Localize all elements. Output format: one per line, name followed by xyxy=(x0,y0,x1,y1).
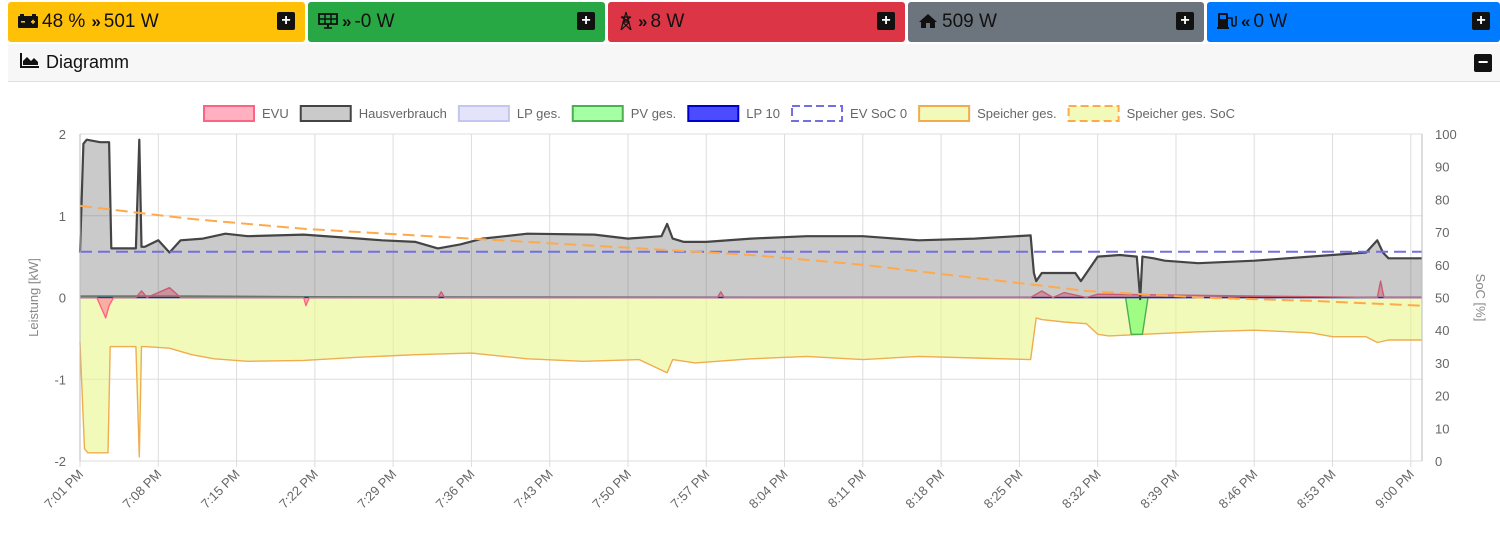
double-chevron-right-icon: » xyxy=(638,12,648,31)
x-tick-label: 7:57 PM xyxy=(668,467,713,512)
grid-expand-icon[interactable]: + xyxy=(877,12,895,30)
legend-swatch xyxy=(791,105,844,122)
x-tick-label: 8:25 PM xyxy=(981,467,1026,512)
y2-tick-label: 50 xyxy=(1435,291,1449,306)
series-line xyxy=(80,280,1422,319)
y2-tick-label: 60 xyxy=(1435,258,1449,273)
house-tile[interactable]: 509 W + xyxy=(908,2,1204,42)
battery-power: 501 W xyxy=(103,11,159,32)
series-line xyxy=(78,138,1422,301)
pv-expand-icon[interactable]: + xyxy=(577,12,595,30)
battery-tile[interactable]: 48 % » 501 W + xyxy=(8,2,305,42)
x-tick-label: 8:39 PM xyxy=(1137,467,1182,512)
legend-label: LP ges. xyxy=(517,106,561,121)
grid-power: 8 W xyxy=(650,11,685,32)
double-chevron-right-icon: » xyxy=(342,12,352,31)
legend-label: PV ges. xyxy=(631,106,677,121)
x-tick-label: 7:29 PM xyxy=(354,467,399,512)
y-tick-label: -2 xyxy=(54,454,66,469)
double-chevron-left-icon: « xyxy=(1241,12,1251,31)
ev-tile[interactable]: « 0 W + xyxy=(1207,2,1500,42)
x-tick-label: 7:08 PM xyxy=(120,467,165,512)
x-tick-label: 8:53 PM xyxy=(1294,467,1339,512)
legend-label: Hausverbrauch xyxy=(359,106,447,121)
battery-soc: 48 % xyxy=(42,11,86,32)
collapse-icon[interactable]: − xyxy=(1474,53,1492,72)
power-tower-icon xyxy=(618,11,634,34)
y-tick-label: -1 xyxy=(54,372,66,387)
y-tick-label: 2 xyxy=(59,127,66,142)
legend-label: EV SoC 0 xyxy=(850,106,907,121)
x-tick-label: 7:43 PM xyxy=(511,467,556,512)
y2-tick-label: 20 xyxy=(1435,389,1449,404)
ev-expand-icon[interactable]: + xyxy=(1472,12,1490,30)
legend-swatch xyxy=(299,105,352,122)
diagram-header: Diagramm − xyxy=(8,44,1500,82)
y2-tick-label: 100 xyxy=(1435,127,1457,142)
battery-expand-icon[interactable]: + xyxy=(277,12,295,30)
double-chevron-right-icon: » xyxy=(91,12,101,31)
y-tick-label: 0 xyxy=(59,291,66,306)
y2-tick-label: 10 xyxy=(1435,421,1449,436)
home-icon xyxy=(918,13,938,32)
legend-label: Speicher ges. xyxy=(977,106,1057,121)
legend-swatch xyxy=(1067,105,1120,122)
y-axis-title: Leistung [kW] xyxy=(26,258,41,337)
pv-power: -0 W xyxy=(354,11,395,32)
legend-swatch xyxy=(571,105,624,122)
power-chart: EVU Hausverbrauch LP ges. PV ges. LP 10 EV So… xyxy=(26,105,1488,512)
y2-axis-title: SoC [%] xyxy=(1473,274,1488,322)
battery-icon xyxy=(18,13,38,31)
house-expand-icon[interactable]: + xyxy=(1176,12,1194,30)
legend-label: LP 10 xyxy=(746,106,780,121)
series-area xyxy=(80,139,1422,300)
summary-tiles: 48 % » 501 W + » -0 W + » 8 W + 509 W + … xyxy=(8,2,1500,42)
charging-station-icon xyxy=(1217,12,1237,33)
y2-tick-label: 70 xyxy=(1435,225,1449,240)
x-tick-label: 9:00 PM xyxy=(1372,467,1417,512)
chart-series xyxy=(78,138,1423,458)
x-tick-label: 8:04 PM xyxy=(746,467,791,512)
x-tick-label: 8:46 PM xyxy=(1216,467,1261,512)
legend-swatch xyxy=(457,105,510,122)
pv-tile[interactable]: » -0 W + xyxy=(308,2,605,42)
legend-swatch xyxy=(687,105,740,122)
legend-label: Speicher ges. SoC xyxy=(1127,106,1235,121)
grid-tile[interactable]: » 8 W + xyxy=(608,2,905,42)
y-tick-label: 1 xyxy=(59,209,66,224)
y2-tick-label: 90 xyxy=(1435,160,1449,175)
y2-tick-label: 40 xyxy=(1435,323,1449,338)
legend-swatch xyxy=(918,105,971,122)
legend-swatch xyxy=(203,105,255,122)
series-area xyxy=(80,297,1422,457)
x-tick-label: 8:32 PM xyxy=(1059,467,1104,512)
house-power: 509 W xyxy=(942,11,997,32)
chart-legend: EVU Hausverbrauch LP ges. PV ges. LP 10 EV So… xyxy=(203,105,1235,122)
diagram-title: Diagramm xyxy=(46,52,130,72)
x-tick-label: 7:22 PM xyxy=(276,467,321,512)
legend-label: EVU xyxy=(262,106,289,121)
solar-panel-icon xyxy=(318,12,338,32)
x-tick-label: 8:18 PM xyxy=(902,467,947,512)
x-tick-label: 8:11 PM xyxy=(825,467,869,511)
y2-tick-label: 30 xyxy=(1435,356,1449,371)
y2-tick-label: 80 xyxy=(1435,192,1449,207)
y2-tick-label: 0 xyxy=(1435,454,1442,469)
area-chart-icon xyxy=(20,52,40,73)
x-tick-label: 7:01 PM xyxy=(41,467,86,512)
x-tick-label: 7:50 PM xyxy=(589,467,634,512)
series-line xyxy=(80,295,1422,335)
x-tick-label: 7:15 PM xyxy=(198,467,243,512)
series-line xyxy=(79,204,1423,307)
series-line xyxy=(79,317,1422,458)
ev-power: 0 W xyxy=(1253,11,1288,32)
x-tick-label: 7:36 PM xyxy=(433,467,478,512)
